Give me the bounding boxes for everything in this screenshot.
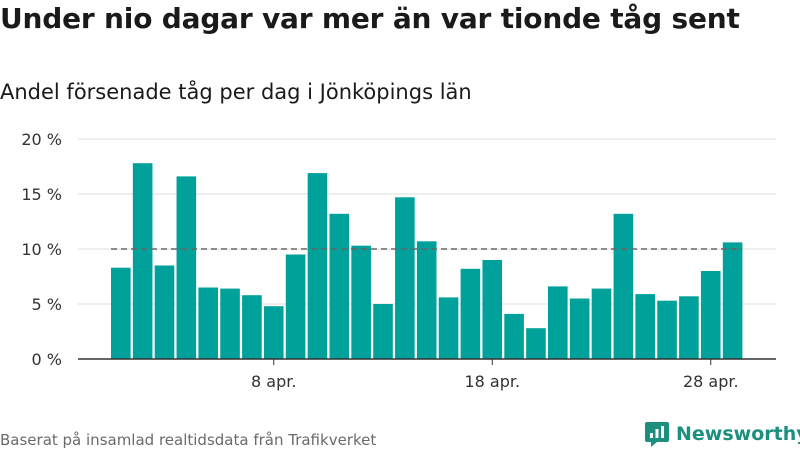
x-tick-label: 18 apr. [464, 372, 520, 391]
x-tick-label: 28 apr. [683, 372, 739, 391]
bar [132, 163, 153, 359]
bar [220, 288, 240, 359]
bar [482, 260, 503, 359]
bar [700, 271, 721, 359]
bar [438, 297, 459, 359]
bar [548, 286, 568, 359]
bar [504, 313, 524, 359]
bar [569, 298, 590, 359]
bar [373, 304, 393, 359]
bar [285, 254, 306, 359]
bar [154, 265, 175, 359]
y-tick-label: 0 % [32, 350, 62, 369]
bar [679, 296, 699, 359]
source-note: Baserat på insamlad realtidsdata från Tr… [0, 431, 377, 449]
bar [111, 267, 131, 359]
bar [722, 242, 743, 359]
chart-subtitle: Andel försenade tåg per dag i Jönköpings… [0, 80, 472, 104]
bar [198, 287, 218, 359]
bar [416, 241, 437, 359]
bar [591, 288, 612, 359]
bar [635, 294, 655, 359]
bar [395, 197, 415, 359]
chart-title: Under nio dagar var mer än var tionde tå… [0, 2, 740, 35]
bar [242, 295, 262, 359]
bar [351, 245, 371, 359]
bar [613, 213, 634, 359]
bar [176, 176, 197, 359]
newsworthy-logo-icon [645, 422, 669, 447]
bar [460, 268, 481, 359]
bar [307, 173, 328, 359]
bar [263, 306, 284, 359]
bar [657, 300, 677, 359]
brand-name: Newsworthy [676, 423, 800, 445]
y-tick-label: 20 % [21, 130, 62, 149]
y-tick-label: 5 % [32, 295, 62, 314]
x-tick-label: 8 apr. [251, 372, 296, 391]
y-tick-label: 15 % [21, 185, 62, 204]
brand-logo[interactable]: Newsworthy [644, 420, 800, 448]
y-tick-label: 10 % [21, 240, 62, 259]
bar [329, 213, 350, 359]
bar [526, 328, 546, 359]
